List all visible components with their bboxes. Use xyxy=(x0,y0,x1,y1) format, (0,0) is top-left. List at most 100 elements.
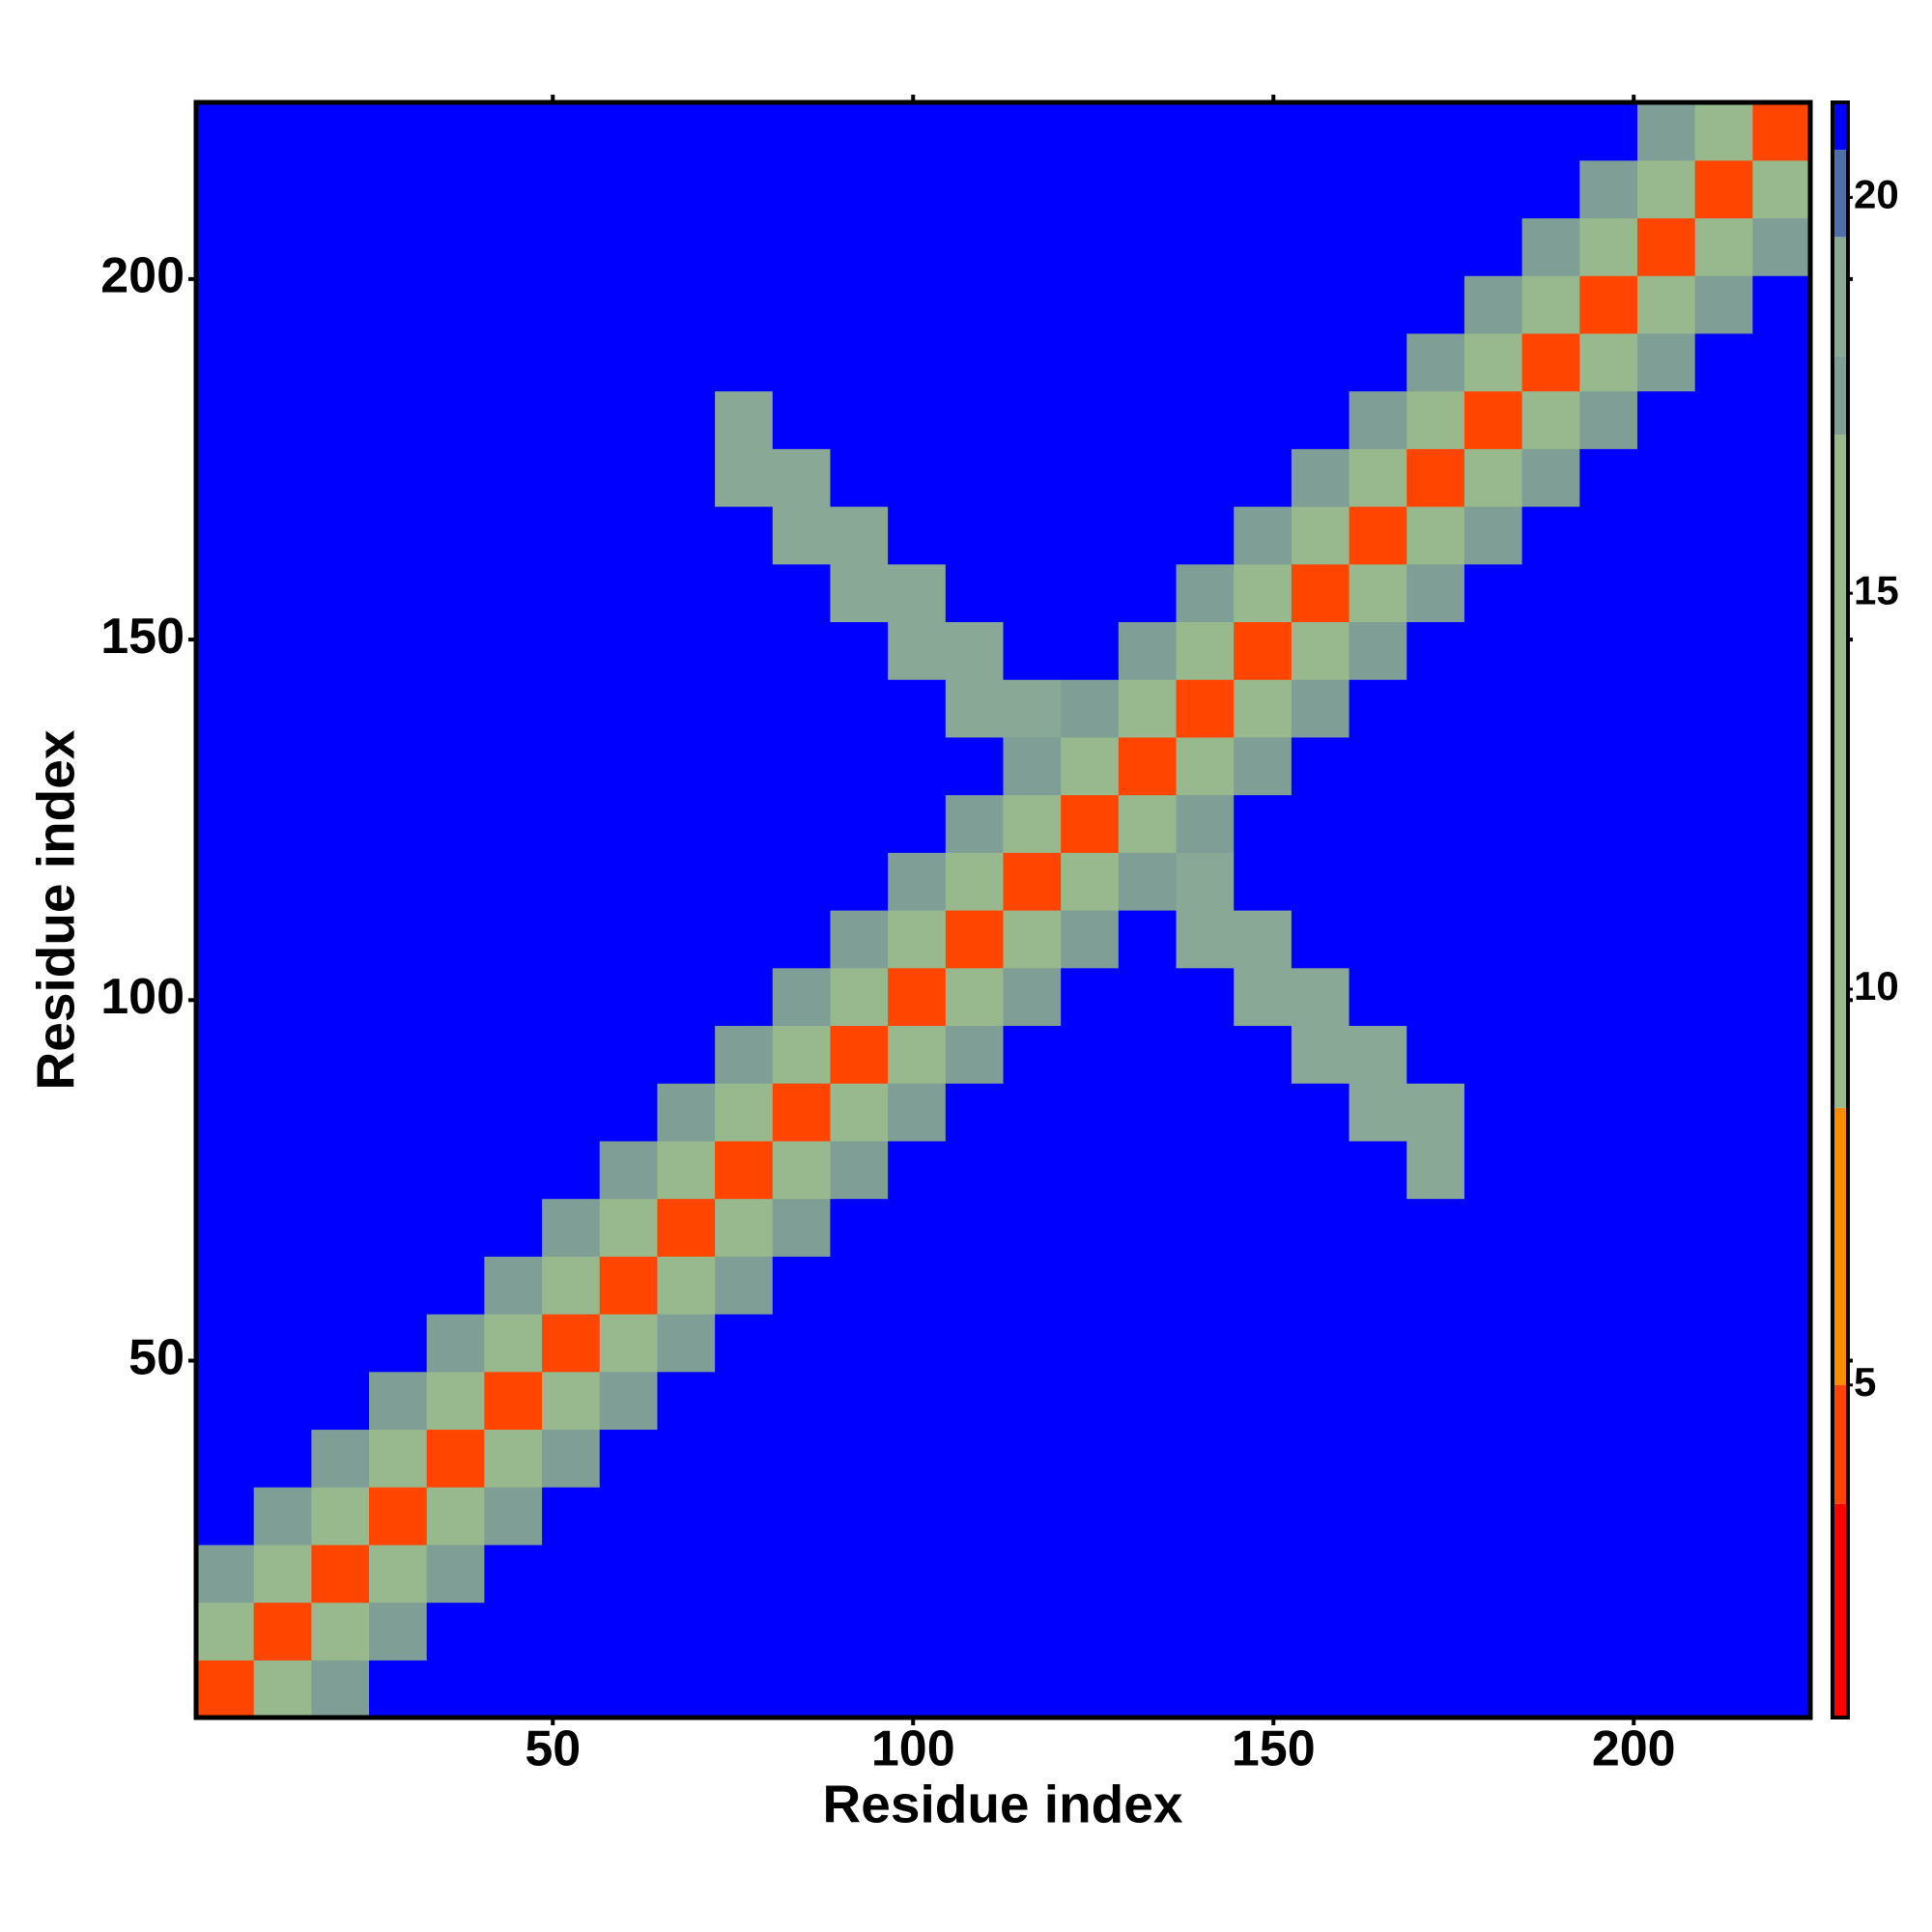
heat-cell xyxy=(1061,217,1120,276)
heat-cell xyxy=(1521,1256,1580,1315)
heat-cell xyxy=(253,1025,312,1084)
heat-cell xyxy=(657,159,716,219)
heat-cell xyxy=(1521,679,1580,738)
heat-cell xyxy=(311,448,370,507)
heat-cell xyxy=(426,1198,485,1257)
heat-cell xyxy=(1234,621,1293,680)
heat-cell xyxy=(599,967,659,1027)
heat-cell xyxy=(1176,794,1235,853)
heat-cell xyxy=(945,159,1005,219)
heat-cell xyxy=(657,852,716,911)
heat-cell xyxy=(1176,217,1235,276)
heat-cell xyxy=(1234,1198,1293,1257)
heat-cell xyxy=(772,1198,832,1257)
heat-cell xyxy=(1291,621,1350,680)
heat-cell xyxy=(599,1487,659,1546)
heat-cell xyxy=(945,332,1005,392)
heat-cell xyxy=(715,390,774,449)
heat-cell xyxy=(945,794,1005,853)
heat-cell xyxy=(715,621,774,680)
heat-cell xyxy=(1291,275,1350,334)
heat-cell xyxy=(1636,1660,1696,1719)
heat-cell xyxy=(888,506,947,565)
heat-cell xyxy=(1636,621,1696,680)
heat-cell xyxy=(1579,332,1638,392)
heat-cell xyxy=(1118,736,1178,796)
heat-cell xyxy=(1636,1371,1696,1431)
heat-cell xyxy=(1694,621,1753,680)
heat-cell xyxy=(1234,910,1293,969)
heat-cell xyxy=(1694,1314,1753,1373)
heat-cell xyxy=(542,910,601,969)
heat-cell xyxy=(1521,1660,1580,1719)
heat-cell xyxy=(1636,967,1696,1027)
heat-cell xyxy=(1406,910,1465,969)
heat-cell xyxy=(426,1487,485,1546)
heat-cell xyxy=(1003,1371,1062,1431)
heat-cell xyxy=(945,563,1005,623)
heat-cell xyxy=(657,1371,716,1431)
heat-cell xyxy=(715,967,774,1027)
heat-cell xyxy=(196,217,255,276)
heat-cell xyxy=(1636,102,1696,161)
heat-cell xyxy=(1234,1083,1293,1142)
heat-cell xyxy=(1463,1025,1523,1084)
heat-cell xyxy=(1291,102,1350,161)
heat-cell xyxy=(311,910,370,969)
heat-cell xyxy=(1061,506,1120,565)
heat-cell xyxy=(1521,1314,1580,1373)
heat-cell xyxy=(542,1487,601,1546)
plot-frame xyxy=(193,99,1813,1720)
heat-cell xyxy=(830,1544,889,1604)
heat-cell xyxy=(1579,1544,1638,1604)
heat-cell xyxy=(830,967,889,1027)
heat-cell xyxy=(1234,1602,1293,1661)
heat-cell xyxy=(1291,1256,1350,1315)
heat-cell xyxy=(1406,967,1465,1027)
heat-cell xyxy=(1636,563,1696,623)
heat-cell xyxy=(484,332,543,392)
heat-cell xyxy=(830,275,889,334)
heat-cell xyxy=(1521,332,1580,392)
heat-cell xyxy=(1406,1371,1465,1431)
heat-cell xyxy=(542,102,601,161)
heat-cell xyxy=(369,1198,428,1257)
heat-cell xyxy=(253,1314,312,1373)
heat-cell xyxy=(426,679,485,738)
heat-cell xyxy=(599,1429,659,1488)
heat-cell xyxy=(196,390,255,449)
heat-cell xyxy=(1061,275,1120,334)
heat-cell xyxy=(772,159,832,219)
heat-cell xyxy=(1118,1198,1178,1257)
heat-cell xyxy=(369,736,428,796)
heat-cell xyxy=(311,852,370,911)
heat-cell xyxy=(311,1025,370,1084)
heat-cell xyxy=(1349,1083,1407,1142)
heat-cell xyxy=(657,390,716,449)
heat-cell xyxy=(1061,621,1120,680)
heat-cell xyxy=(1349,217,1407,276)
heat-cell xyxy=(657,1198,716,1257)
heat-cell xyxy=(1636,910,1696,969)
heat-cell xyxy=(1521,275,1580,334)
heat-cell xyxy=(426,1256,485,1315)
heat-cell xyxy=(253,852,312,911)
heat-cell xyxy=(1752,736,1811,796)
heat-cell xyxy=(830,563,889,623)
heat-cell xyxy=(1234,217,1293,276)
heat-cell xyxy=(542,159,601,219)
heat-cell xyxy=(1349,563,1407,623)
heat-cell xyxy=(599,1371,659,1431)
heat-cell xyxy=(830,1025,889,1084)
heat-cell xyxy=(945,506,1005,565)
heat-cell xyxy=(426,794,485,853)
heat-cell xyxy=(1752,967,1811,1027)
heat-cell xyxy=(196,1487,255,1546)
heat-cell xyxy=(599,1140,659,1200)
heat-cell xyxy=(196,736,255,796)
heat-cell xyxy=(1349,1487,1407,1546)
heat-cell xyxy=(1521,852,1580,911)
heat-cell xyxy=(657,910,716,969)
heat-cell xyxy=(1061,1602,1120,1661)
